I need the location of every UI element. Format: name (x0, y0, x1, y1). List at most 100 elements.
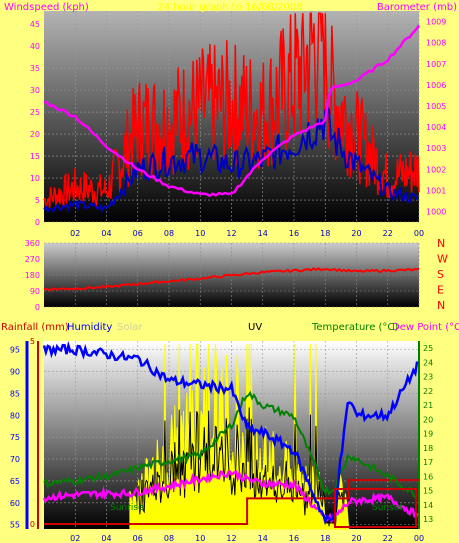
rain-axis-title: Rainfall (mm) (1, 322, 69, 333)
wind-tick-label: 45 (30, 20, 40, 29)
temperature-tick-label: 24 (423, 358, 433, 367)
time-tick-label: 10 (195, 534, 205, 543)
temperature-tick-label: 21 (423, 401, 433, 410)
barometer-tick-label: 1005 (426, 102, 446, 111)
barometer-tick-label: 1003 (426, 144, 446, 153)
time-tick-label: 22 (383, 534, 393, 543)
temperature-tick-label: 17 (423, 458, 433, 467)
barometer-axis-ticks: 1000 1001 1002 1003 1004 1005 1006 1007 1008 1009 (426, 18, 446, 217)
time-tick-label: 20 (351, 534, 361, 543)
wind-tick-label: 15 (30, 152, 40, 161)
time-tick-label: 20 (351, 229, 361, 238)
humidity-tick-label: 70 (10, 455, 20, 464)
time-tick-label: 16 (289, 229, 299, 238)
temperature-tick-label: 18 (423, 444, 433, 453)
barometer-tick-label: 1006 (426, 81, 446, 90)
barometer-series (43, 24, 421, 198)
humidity-tick-label: 75 (10, 433, 20, 442)
temperature-axis-title: Temperature (°C) (311, 322, 398, 333)
humidity-tick-label: 65 (10, 477, 20, 486)
direction-tick-label: 0 (35, 303, 40, 312)
sunrise-label: Sunrise (110, 503, 144, 513)
time-axis-bottom: 02 04 06 08 10 12 14 16 18 20 22 00 (70, 534, 424, 543)
time-tick-label: 18 (320, 534, 330, 543)
barometer-axis-title: Barometer (mb) (377, 2, 457, 13)
temperature-axis-ticks: 13 14 15 16 17 18 19 20 21 22 23 24 25 (423, 344, 433, 524)
average-wind-series (43, 104, 419, 214)
time-tick-label: 08 (164, 534, 174, 543)
temperature-tick-label: 25 (423, 344, 433, 353)
time-tick-label: 04 (101, 229, 111, 238)
wind-tick-label: 5 (35, 196, 40, 205)
wind-tick-label: 30 (30, 86, 40, 95)
time-tick-label: 06 (133, 534, 143, 543)
temperature-series (43, 390, 418, 499)
direction-axis-ticks: 0 90 180 270 360 (25, 239, 40, 312)
temperature-tick-label: 13 (423, 515, 433, 524)
barometer-tick-label: 1009 (426, 18, 446, 27)
uv-axis-title: UV (248, 322, 262, 333)
time-tick-label: 14 (258, 229, 268, 238)
wind-axis-title: Windspeed (kph) (4, 2, 89, 13)
compass-label: N (437, 237, 445, 250)
compass-label: W (437, 253, 448, 266)
time-tick-label: 02 (70, 229, 80, 238)
rain-tick-label: 0 (30, 520, 35, 529)
humidity-tick-label: 80 (10, 411, 20, 420)
time-tick-label: 04 (101, 534, 111, 543)
humidity-tick-label: 90 (10, 368, 20, 377)
time-tick-label: 00 (414, 229, 424, 238)
rain-tick-label: 5 (30, 337, 35, 346)
humidity-tick-label: 60 (10, 499, 20, 508)
barometer-tick-label: 1000 (426, 207, 446, 216)
time-tick-label: 22 (383, 229, 393, 238)
humidity-tick-label: 85 (10, 389, 20, 398)
time-tick-label: 16 (289, 534, 299, 543)
solar-axis-title: Solar (117, 322, 143, 333)
time-tick-label: 14 (258, 534, 268, 543)
temperature-tick-label: 23 (423, 373, 433, 382)
temperature-tick-label: 16 (423, 472, 433, 481)
time-tick-label: 12 (226, 534, 236, 543)
temperature-tick-label: 14 (423, 501, 433, 510)
temperature-tick-label: 15 (423, 487, 433, 496)
gust-series (43, 12, 420, 210)
temperature-tick-label: 20 (423, 415, 433, 424)
rainfall-series (44, 479, 419, 525)
time-axis-top: 02 04 06 08 10 12 14 16 18 20 22 00 (70, 229, 424, 238)
direction-tick-label: 270 (25, 255, 40, 264)
barometer-tick-label: 1004 (426, 123, 446, 132)
barometer-tick-label: 1007 (426, 60, 446, 69)
humidity-axis-title: Humidity (67, 322, 112, 333)
dewpoint-series (42, 470, 419, 524)
temperature-tick-label: 22 (423, 387, 433, 396)
time-tick-label: 02 (70, 534, 80, 543)
chart-title: 24 hour graph to 16/08/2008 (157, 2, 302, 13)
direction-series (43, 267, 420, 292)
time-tick-label: 12 (226, 229, 236, 238)
rain-axis-ticks: 05 (30, 337, 35, 529)
direction-tick-label: 90 (30, 287, 40, 296)
wind-axis-ticks: 0 5 10 15 20 25 30 35 40 45 (30, 20, 40, 227)
barometer-tick-label: 1002 (426, 165, 446, 174)
time-tick-label: 06 (133, 229, 143, 238)
compass-label: E (437, 284, 444, 297)
compass-label: N (437, 299, 445, 312)
wind-tick-label: 0 (35, 218, 40, 227)
humidity-axis-ticks: 55 60 65 70 75 80 85 90 95 (10, 346, 20, 530)
direction-tick-label: 360 (25, 239, 40, 248)
humidity-series (42, 340, 419, 526)
direction-grid (44, 242, 420, 308)
sunset-label: Sunset (372, 503, 403, 513)
dewpoint-axis-title: Dew Point (°C) (392, 322, 459, 333)
wind-tick-label: 20 (30, 130, 40, 139)
time-tick-label: 08 (164, 229, 174, 238)
wind-tick-label: 25 (30, 108, 40, 117)
wind-tick-label: 10 (30, 174, 40, 183)
temperature-tick-label: 19 (423, 430, 433, 439)
time-tick-label: 00 (414, 534, 424, 543)
humidity-tick-label: 55 (10, 521, 20, 530)
wind-tick-label: 40 (30, 42, 40, 51)
